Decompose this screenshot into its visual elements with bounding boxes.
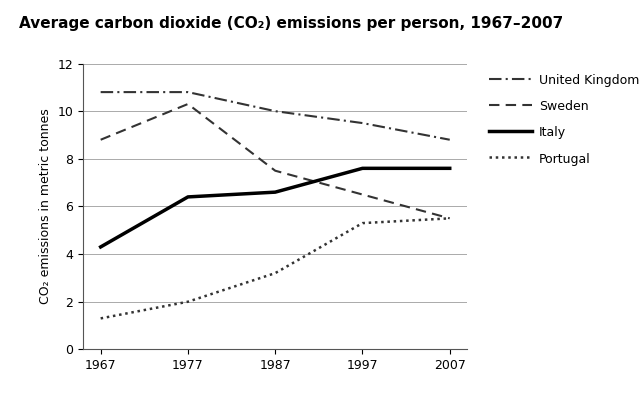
United Kingdom [184,90,192,94]
United Kingdom [271,109,279,114]
Legend: United Kingdom, Sweden, Italy, Portugal: United Kingdom, Sweden, Italy, Portugal [485,70,640,169]
Italy [271,190,279,195]
Italy [97,245,104,249]
Italy [358,166,366,171]
Sweden [271,168,279,173]
United Kingdom [446,137,454,142]
Y-axis label: CO₂ emissions in metric tonnes: CO₂ emissions in metric tonnes [39,108,52,304]
Line: Italy: Italy [100,168,450,247]
United Kingdom [358,121,366,125]
Portugal [358,221,366,225]
Line: Sweden: Sweden [100,104,450,218]
Line: United Kingdom: United Kingdom [100,92,450,140]
Portugal [446,216,454,221]
Sweden [184,102,192,106]
United Kingdom [97,90,104,94]
Portugal [97,316,104,321]
Portugal [184,299,192,304]
Text: Average carbon dioxide (CO₂) emissions per person, 1967–2007: Average carbon dioxide (CO₂) emissions p… [19,16,563,31]
Line: Portugal: Portugal [100,218,450,318]
Sweden [358,192,366,197]
Sweden [446,216,454,221]
Italy [184,195,192,199]
Italy [446,166,454,171]
Portugal [271,271,279,276]
Sweden [97,137,104,142]
